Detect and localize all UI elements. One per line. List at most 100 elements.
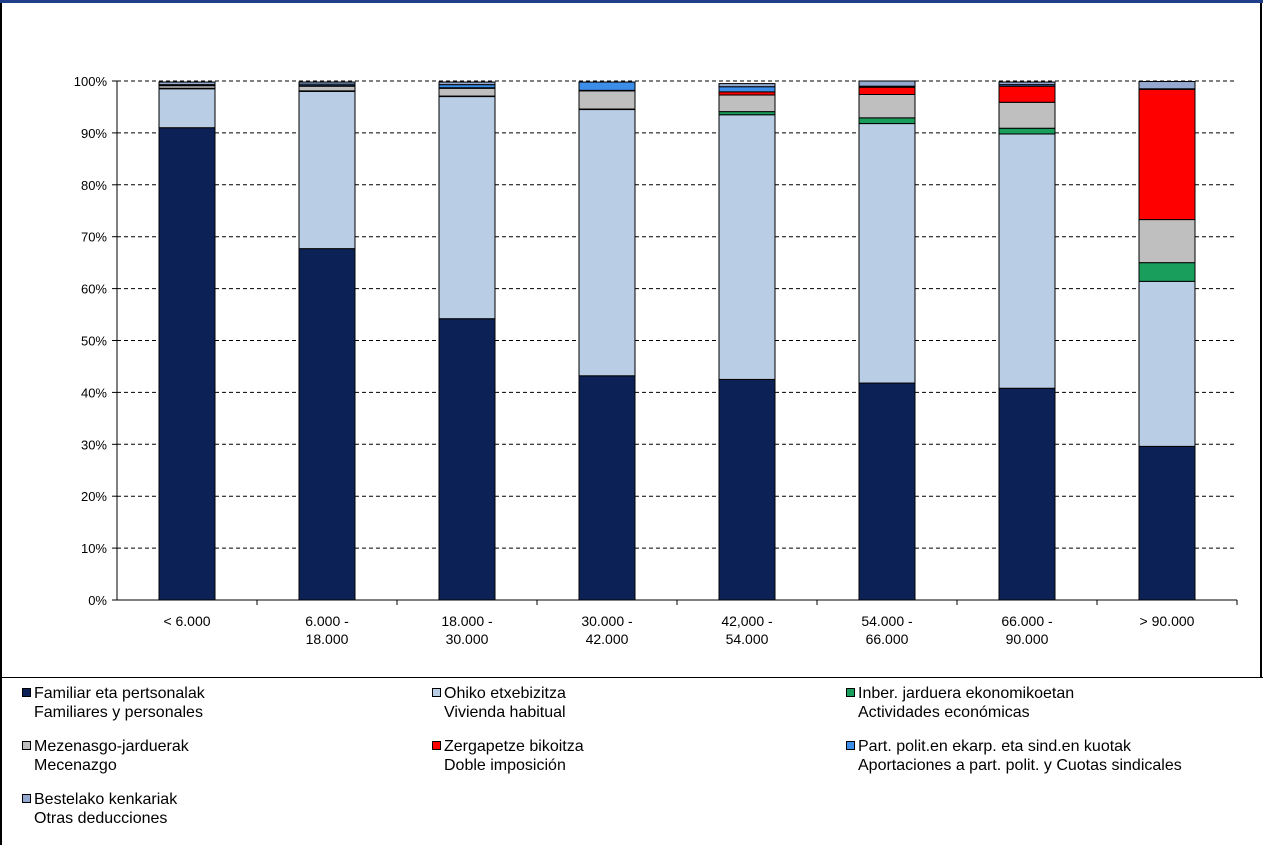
bar-segment (998, 127, 1056, 135)
y-tick-label: 100% (74, 74, 108, 89)
y-tick-label: 80% (81, 178, 107, 193)
x-tick-label: > 90.000 (1140, 613, 1195, 629)
bar-segment (1138, 219, 1196, 264)
legend-label-basque: Ohiko etxebizitza (444, 685, 566, 702)
y-tick-label: 30% (81, 437, 107, 452)
legend-swatch (846, 688, 855, 697)
stacked-bar-chart: 0% 10% 20% 30% 40% 50% 60% 70% 80% 90% 100% < 6.000… (74, 74, 1238, 647)
legend-item: Inber. jarduera ekonomikoetan Actividades… (846, 684, 1074, 722)
right-border (1260, 3, 1262, 678)
y-tick-label: 60% (81, 282, 107, 297)
y-tick-label: 70% (81, 230, 107, 245)
legend-label-spanish: Vivienda habitual (444, 704, 566, 721)
legend-item: Mezenasgo-jarduerak Mecenazgo (22, 737, 189, 775)
legend-swatch (22, 688, 31, 697)
legend-label-spanish: Doble imposición (444, 757, 566, 774)
legend-label-basque: Mezenasgo-jarduerak (34, 738, 189, 755)
legend: Familiar eta pertsonalak Familiares y per… (22, 684, 1262, 844)
bar-segment (1138, 81, 1196, 90)
legend-label: Ohiko etxebizitza Vivienda habitual (444, 684, 566, 722)
x-tick-label: 66.000 (866, 631, 909, 647)
bar-segment (578, 90, 636, 110)
bar-segment (718, 114, 776, 380)
legend-divider (0, 677, 1263, 678)
x-tick-label: 54.000 (726, 631, 769, 647)
bar-segment (158, 127, 216, 601)
bar-segment (298, 90, 356, 250)
bar-segment (998, 85, 1056, 103)
y-tick-label: 40% (81, 385, 107, 400)
top-border (0, 0, 1263, 3)
y-tick-label: 50% (81, 334, 107, 349)
bar-segment (1138, 88, 1196, 221)
x-tick-label: 42.000 (586, 631, 629, 647)
legend-swatch (846, 741, 855, 750)
x-tick-label: 18.000 (306, 631, 349, 647)
legend-label: Bestelako kenkariak Otras deducciones (34, 790, 177, 828)
bar-segment (998, 133, 1056, 389)
bar-segment (438, 81, 496, 86)
legend-label-basque: Part. polit.en ekarp. eta sind.en kuotak (858, 738, 1132, 755)
legend-swatch (22, 741, 31, 750)
bar-segment (998, 81, 1056, 86)
x-tick-label: < 6.000 (163, 613, 210, 629)
legend-label-basque: Inber. jarduera ekonomikoetan (858, 685, 1075, 702)
legend-label: Zergapetze bikoitza Doble imposición (444, 737, 584, 775)
bar-segment (438, 87, 496, 97)
legend-swatch (432, 741, 441, 750)
bar-segment (1138, 262, 1196, 282)
y-tick-label: 90% (81, 126, 107, 141)
bar-segment (298, 81, 356, 85)
x-tick-label: 54.000 - (861, 613, 913, 629)
bar-segment (438, 96, 496, 320)
x-tick-label: 66.000 - (1001, 613, 1053, 629)
bar-segment (158, 88, 216, 129)
bar-segment (718, 86, 776, 93)
legend-item: Familiar eta pertsonalak Familiares y per… (22, 684, 205, 722)
bar-segment (858, 86, 916, 95)
legend-swatch (432, 688, 441, 697)
legend-label-spanish: Familiares y personales (34, 704, 203, 721)
bar-segment (298, 248, 356, 601)
bar-segment (998, 387, 1056, 601)
legend-item: Ohiko etxebizitza Vivienda habitual (432, 684, 566, 722)
bar-segment (858, 93, 916, 119)
legend-label: Inber. jarduera ekonomikoetan Actividades… (858, 684, 1074, 722)
bar-segment (158, 81, 216, 86)
x-tick-label: 42,000 - (721, 613, 773, 629)
legend-label: Familiar eta pertsonalak Familiares y per… (34, 684, 205, 722)
x-tick-label: 30.000 - (581, 613, 633, 629)
y-tick-label: 0% (88, 593, 107, 608)
legend-item: Zergapetze bikoitza Doble imposición (432, 737, 584, 775)
legend-label-spanish: Otras deducciones (34, 810, 168, 827)
bar-segment (858, 117, 916, 125)
legend-label-basque: Familiar eta pertsonalak (34, 685, 205, 702)
x-tick-label: 90.000 (1006, 631, 1049, 647)
bar-segment (438, 318, 496, 601)
bar-segment (578, 375, 636, 601)
legend-item: Part. polit.en ekarp. eta sind.en kuotak… (846, 737, 1182, 775)
bar-segment (718, 378, 776, 601)
x-tick-label: 6.000 - (305, 613, 349, 629)
x-tick-label: 18.000 - (441, 613, 493, 629)
y-tick-label: 10% (81, 541, 107, 556)
bar-segment (858, 80, 916, 87)
legend-label-basque: Bestelako kenkariak (34, 791, 178, 808)
bar-segment (858, 123, 916, 384)
bar-segment (718, 83, 776, 88)
legend-swatch (22, 794, 31, 803)
bar-segment (998, 101, 1056, 129)
legend-label: Part. polit.en ekarp. eta sind.en kuotak… (858, 737, 1182, 775)
legend-label-spanish: Actividades económicas (858, 704, 1030, 721)
x-tick-label: 30.000 (446, 631, 489, 647)
legend-label-spanish: Mecenazgo (34, 757, 117, 774)
legend-label-spanish: Aportaciones a part. polit. y Cuotas sin… (858, 757, 1182, 774)
y-tick-label: 20% (81, 489, 107, 504)
legend-item: Bestelako kenkariak Otras deducciones (22, 790, 177, 828)
bar-segment (298, 85, 356, 92)
left-border (0, 3, 2, 845)
bar-segment (718, 94, 776, 113)
legend-label: Mezenasgo-jarduerak Mecenazgo (34, 737, 189, 775)
bar-segment (1138, 445, 1196, 601)
